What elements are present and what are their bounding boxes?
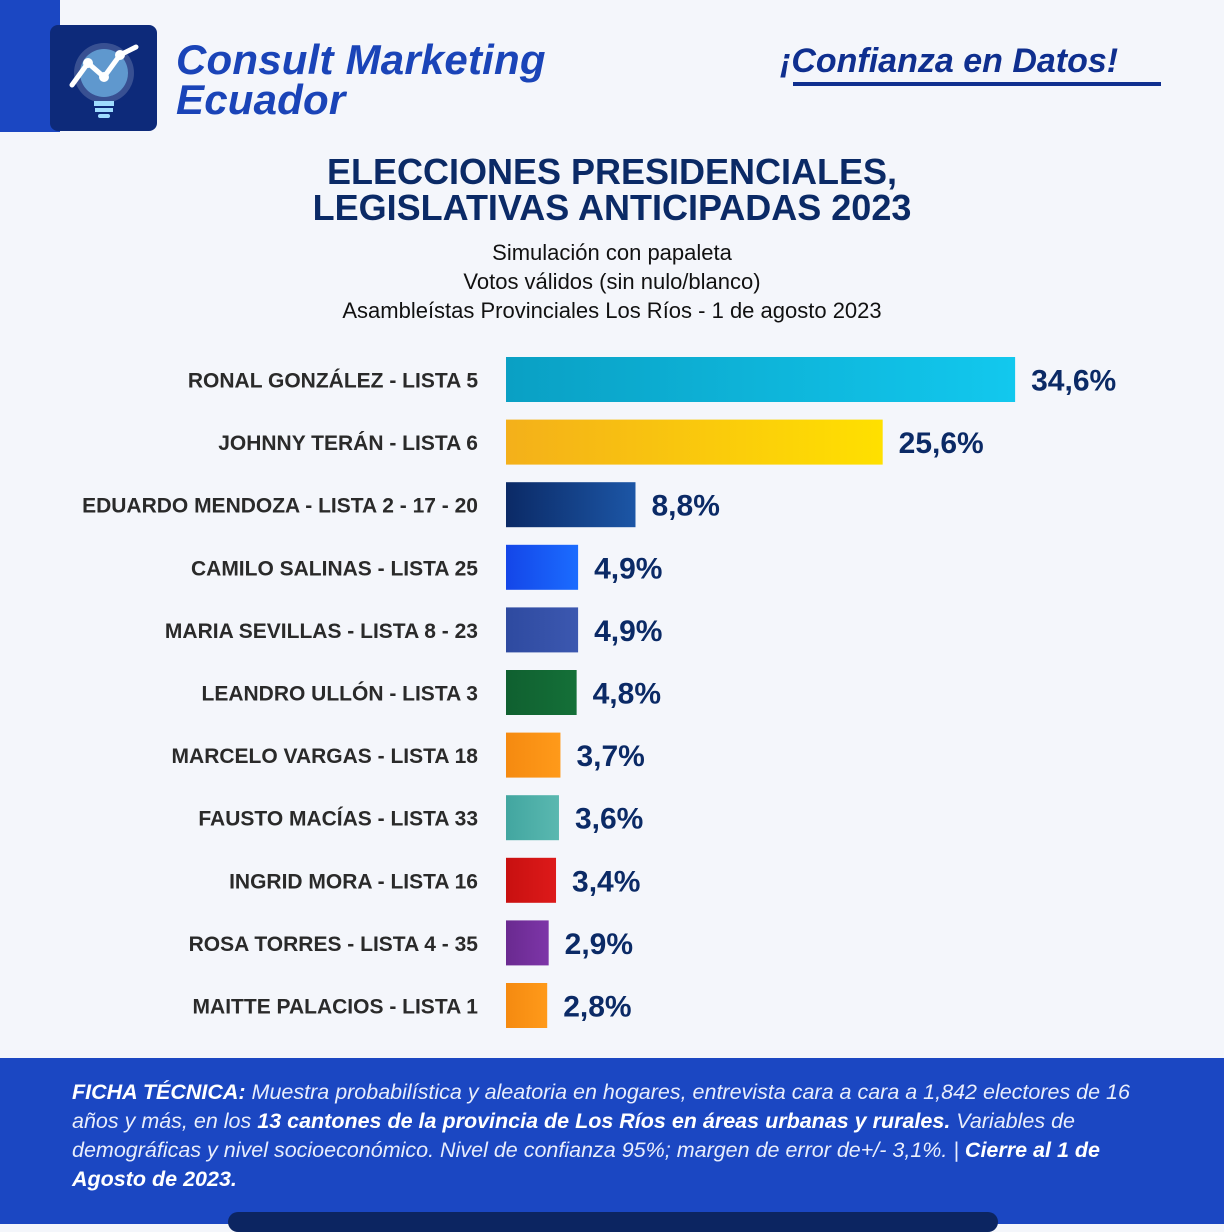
- category-label: EDUARDO MENDOZA - LISTA 2 - 17 - 20: [82, 495, 478, 518]
- bar-7: [506, 795, 559, 841]
- bar-6: [506, 732, 561, 778]
- value-label: 25,6%: [899, 427, 984, 460]
- category-label: FAUSTO MACÍAS - LISTA 33: [198, 808, 478, 831]
- brand-name: Consult Marketing Ecuador: [176, 36, 546, 123]
- value-label: 4,8%: [593, 678, 661, 711]
- bar-0: [506, 357, 1016, 402]
- lightbulb-chart-icon: [69, 43, 139, 118]
- technical-sheet-highlight-2: Cierre al 1 de Agosto de 2023.: [72, 1138, 1100, 1191]
- category-label: CAMILO SALINAS - LISTA 25: [191, 557, 478, 580]
- subtitle-line-2: Votos válidos (sin nulo/blanco): [463, 269, 761, 294]
- value-label: 3,7%: [576, 740, 644, 773]
- tagline-underline: [793, 82, 1161, 86]
- bar-10: [506, 983, 548, 1028]
- value-label: 2,9%: [565, 928, 633, 961]
- value-label: 34,6%: [1031, 365, 1116, 398]
- footer-decor-bar: [228, 1212, 998, 1232]
- brand-line-2: Ecuador: [176, 76, 346, 123]
- category-label: RONAL GONZÁLEZ - LISTA 5: [188, 370, 478, 393]
- bar-8: [506, 857, 557, 903]
- subtitle-line-1: Simulación con papaleta: [492, 240, 732, 265]
- header-band: [0, 0, 1224, 132]
- subtitle-line-3: Asambleístas Provinciales Los Ríos - 1 d…: [342, 298, 882, 323]
- tagline: ¡Confianza en Datos!: [780, 42, 1119, 80]
- technical-sheet: FICHA TÉCNICA: Muestra probabilística y …: [72, 1078, 1162, 1194]
- technical-sheet-text-2: Variables de demográficas y nivel socioe…: [72, 1109, 1075, 1162]
- value-label: 3,6%: [575, 803, 643, 836]
- category-label: MARCELO VARGAS - LISTA 18: [172, 745, 479, 768]
- bar-4: [506, 607, 579, 653]
- bar-2: [506, 482, 636, 528]
- category-label: MAITTE PALACIOS - LISTA 1: [193, 996, 479, 1019]
- technical-sheet-highlight-1: 13 cantones de la provincia de Los Ríos …: [257, 1109, 951, 1133]
- brand-line-1: Consult Marketing: [176, 36, 546, 83]
- bar-chart: RONAL GONZÁLEZ - LISTA 5 34,6% JOHNNY TERÁ…: [82, 357, 1116, 1028]
- technical-sheet-label: FICHA TÉCNICA:: [72, 1080, 246, 1104]
- footer-band: [0, 1058, 1224, 1224]
- value-label: 4,9%: [594, 552, 662, 585]
- bar-1: [506, 419, 883, 465]
- category-label: JOHNNY TERÁN - LISTA 6: [218, 432, 478, 455]
- page-title: ELECCIONES PRESIDENCIALES, LEGISLATIVAS …: [0, 154, 1224, 226]
- bar-3: [506, 544, 579, 590]
- subtitle: Simulación con papaleta Votos válidos (s…: [0, 238, 1224, 325]
- value-label: 3,4%: [572, 865, 640, 898]
- technical-sheet-text-1: Muestra probabilística y aleatoria en ho…: [72, 1080, 1130, 1133]
- category-label: ROSA TORRES - LISTA 4 - 35: [189, 933, 479, 956]
- value-label: 4,9%: [594, 615, 662, 648]
- title-line-2: LEGISLATIVAS ANTICIPADAS 2023: [312, 187, 912, 228]
- category-label: MARIA SEVILLAS - LISTA 8 - 23: [165, 620, 478, 643]
- bar-9: [506, 920, 549, 966]
- value-label: 2,8%: [563, 991, 631, 1024]
- bar-5: [506, 670, 577, 715]
- category-label: INGRID MORA - LISTA 16: [229, 870, 478, 893]
- category-label: LEANDRO ULLÓN - LISTA 3: [202, 682, 479, 706]
- title-line-1: ELECCIONES PRESIDENCIALES,: [326, 151, 898, 192]
- logo: [50, 25, 157, 131]
- value-label: 8,8%: [651, 490, 719, 523]
